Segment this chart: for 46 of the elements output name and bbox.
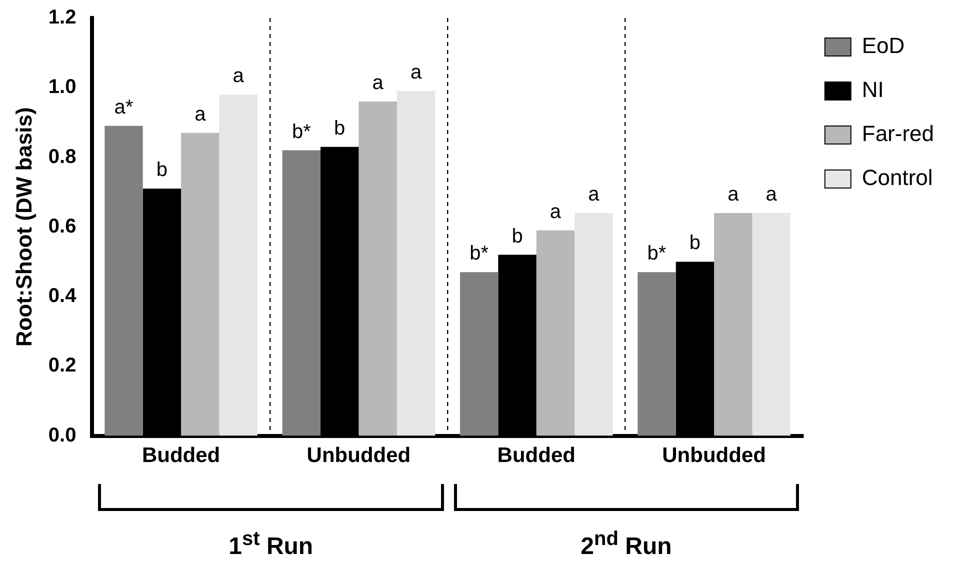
data-label: b	[334, 117, 346, 140]
bar	[282, 150, 321, 436]
x-tick-label: Unbudded	[306, 444, 411, 468]
y-tick-label: 1.2	[48, 6, 76, 29]
data-label: a	[550, 200, 562, 223]
text: 1$^{st}$ Run	[228, 528, 314, 561]
y-tick-label: 0.8	[48, 146, 76, 168]
data-label: b*	[647, 242, 666, 265]
bar	[638, 272, 676, 436]
y-tick-label: 0.0	[48, 424, 76, 446]
x-tick-label: Budded	[497, 444, 576, 468]
data-label: b*	[292, 120, 312, 143]
x-tick-label: Unbudded	[662, 444, 766, 468]
bar	[181, 132, 220, 436]
data-label: a	[232, 65, 245, 88]
bar	[460, 272, 498, 436]
data-label: a	[372, 72, 384, 94]
data-label: a	[194, 103, 207, 126]
bar	[536, 230, 575, 436]
data-label: a	[410, 62, 422, 84]
bar	[714, 212, 752, 436]
legend-label: EoD	[862, 33, 905, 58]
legend-label: Control	[862, 165, 933, 190]
data-label: a*	[114, 96, 134, 118]
y-tick-label: 0.6	[48, 215, 76, 238]
data-label: b	[512, 225, 523, 248]
bar	[574, 212, 613, 436]
bar	[219, 94, 258, 436]
y-tick-label: 0.2	[48, 354, 76, 377]
y-axis-title: Root:Shoot (DW basis)	[11, 107, 36, 347]
data-label: b	[156, 159, 168, 182]
text: 2$^{nd}$ Run	[580, 528, 672, 561]
data-label: a	[728, 183, 740, 206]
legend-label: Far-red	[862, 121, 934, 146]
data-label: b	[689, 232, 701, 254]
bar	[752, 212, 790, 436]
x-tick-label: Budded	[142, 444, 220, 468]
y-tick-label: 1.0	[48, 76, 76, 98]
data-label: b*	[470, 242, 489, 265]
data-label: a	[766, 183, 778, 206]
data-label: a	[588, 183, 600, 206]
bar	[104, 126, 143, 436]
bar	[358, 102, 397, 436]
bar	[396, 91, 436, 436]
legend-label: NI	[862, 77, 884, 102]
y-tick-label: 0.4	[48, 285, 78, 308]
